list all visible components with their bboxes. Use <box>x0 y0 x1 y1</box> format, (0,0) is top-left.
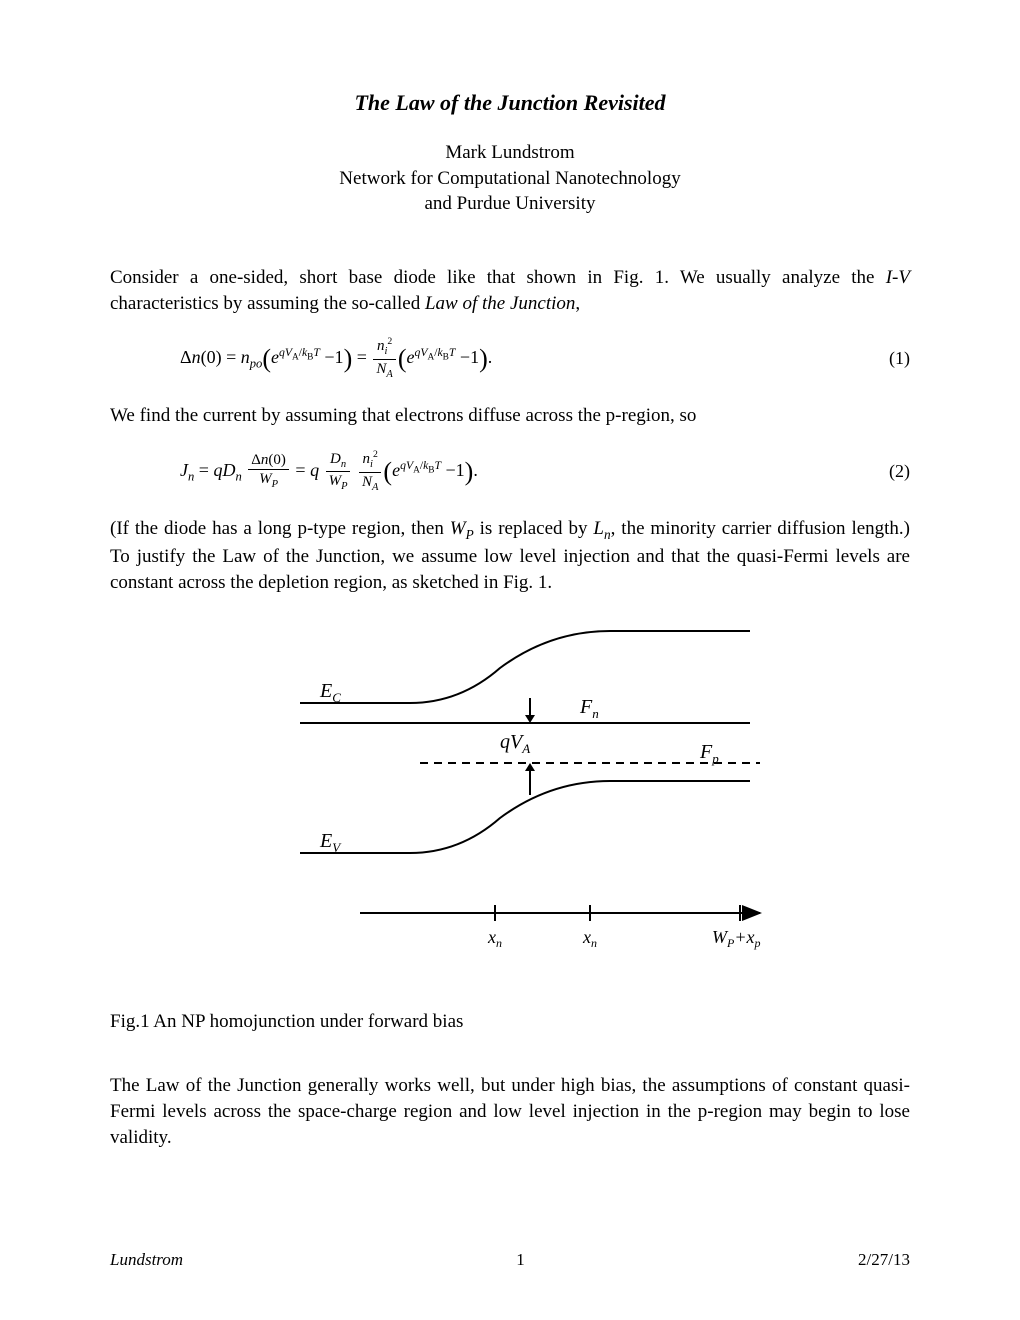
author-name: Mark Lundstrom <box>110 140 910 166</box>
equation-1: Δn(0) = npo(eqVA/kBT −1) = ni2NA(eqVA/kB… <box>110 336 910 381</box>
footer-page-number: 1 <box>516 1250 525 1270</box>
text-italic: I-V <box>886 267 910 288</box>
author-affiliation-2: and Purdue University <box>110 191 910 217</box>
page-footer: Lundstrom 1 2/27/13 <box>110 1250 910 1270</box>
ec-label: EC <box>319 680 341 705</box>
author-affiliation-1: Network for Computational Nanotechnology <box>110 166 910 192</box>
footer-date: 2/27/13 <box>858 1250 910 1270</box>
equation-1-body: Δn(0) = npo(eqVA/kBT −1) = ni2NA(eqVA/kB… <box>180 336 870 381</box>
ec-curve <box>300 631 750 703</box>
page-title: The Law of the Junction Revisited <box>110 90 910 116</box>
text: (If the diode has a long p-type region, … <box>110 518 450 539</box>
xn1-label: xn <box>487 927 502 950</box>
paragraph-2: We find the current by assuming that ele… <box>110 403 910 429</box>
text: , <box>575 293 580 314</box>
wp-symbol: WP <box>450 518 474 539</box>
paragraph-3: (If the diode has a long p-type region, … <box>110 516 910 595</box>
ln-symbol: Ln <box>593 518 610 539</box>
equation-1-number: (1) <box>870 348 910 369</box>
qva-label: qVA <box>500 731 530 756</box>
text-italic: Law of the Junction <box>425 293 575 314</box>
equation-2-number: (2) <box>870 461 910 482</box>
xn2-label: xn <box>582 927 597 950</box>
ev-curve <box>300 781 750 853</box>
text: Consider a one-sided, short base diode l… <box>110 267 886 288</box>
paragraph-4: The Law of the Junction generally works … <box>110 1073 910 1150</box>
footer-author: Lundstrom <box>110 1250 183 1270</box>
figure-1-caption: Fig.1 An NP homojunction under forward b… <box>110 1011 910 1033</box>
author-block: Mark Lundstrom Network for Computational… <box>110 140 910 217</box>
fp-label: Fp <box>699 741 719 766</box>
wp-label: WP+xp <box>712 927 760 950</box>
fn-label: Fn <box>579 696 599 721</box>
equation-2-body: Jn = qDn Δn(0)WP = q DnWP ni2NA(eqVA/kBT… <box>180 449 870 494</box>
text: characteristics by assuming the so-calle… <box>110 293 425 314</box>
ev-label: EV <box>319 830 342 855</box>
equation-2: Jn = qDn Δn(0)WP = q DnWP ni2NA(eqVA/kBT… <box>110 449 910 494</box>
text: is replaced by <box>474 518 594 539</box>
paragraph-1: Consider a one-sided, short base diode l… <box>110 265 910 316</box>
figure-1: EC EV Fn Fp qVA xn xn WP+xp <box>110 623 910 983</box>
